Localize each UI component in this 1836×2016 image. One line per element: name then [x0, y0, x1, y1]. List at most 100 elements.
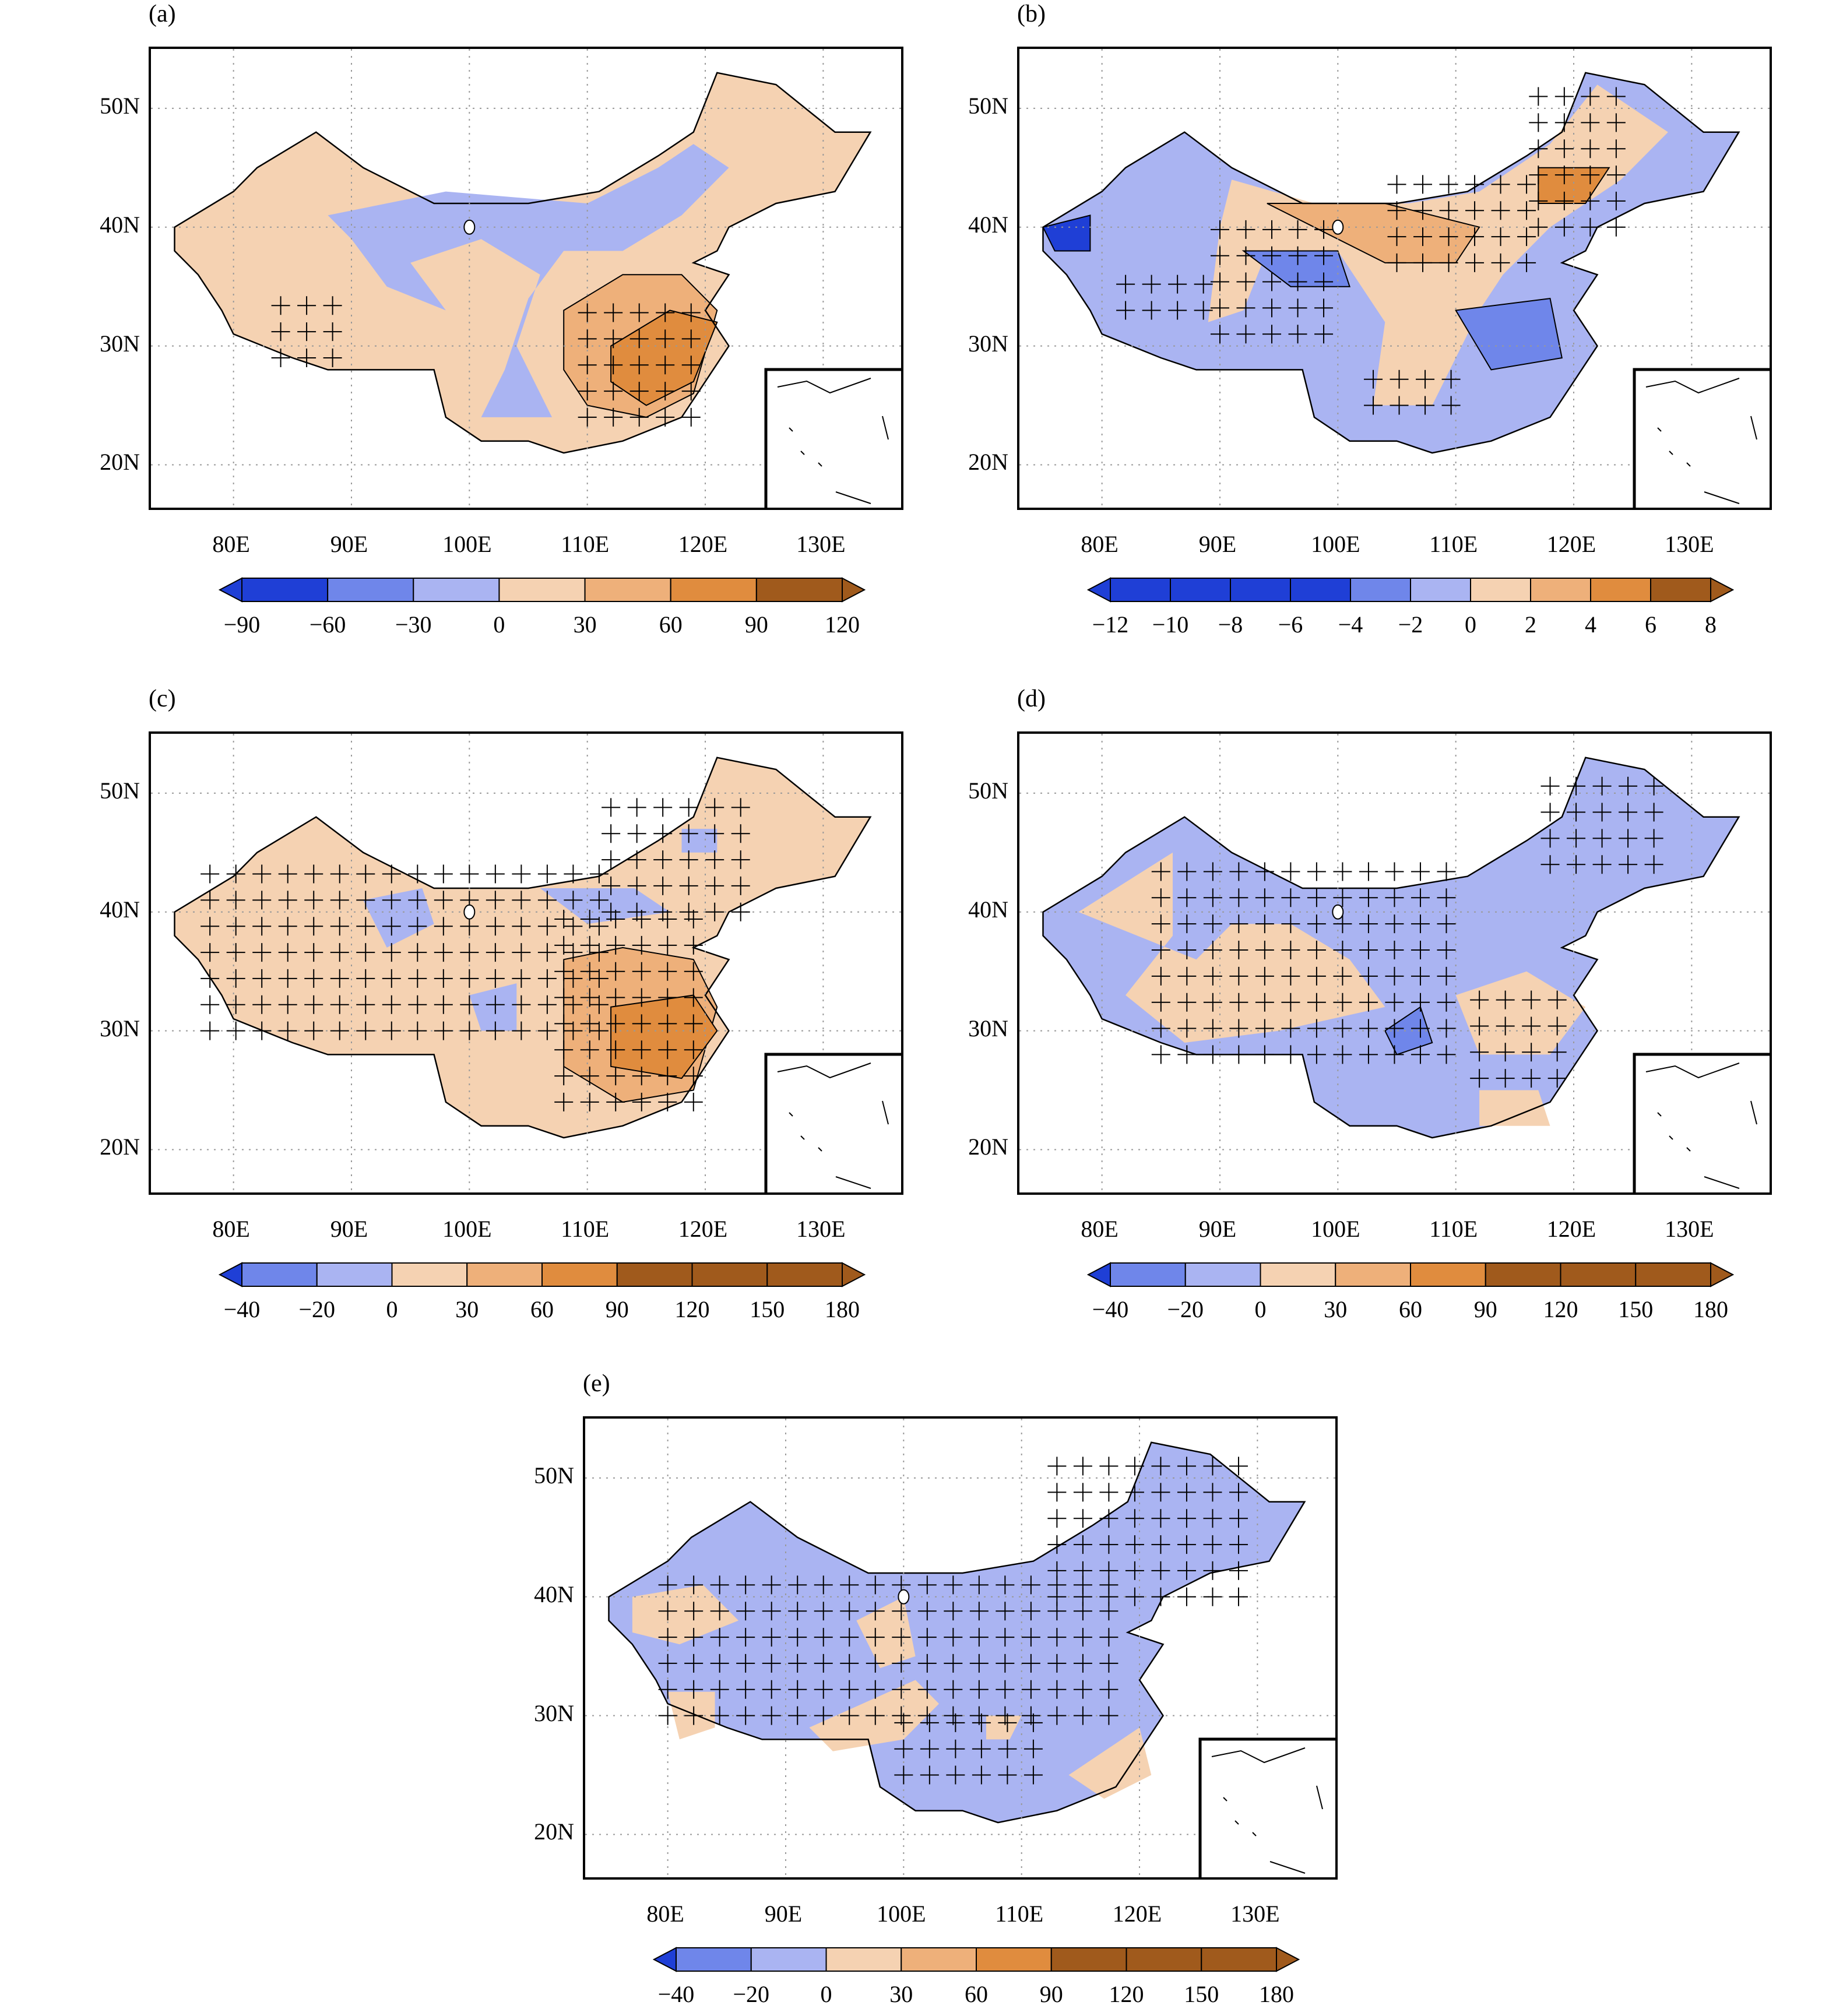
significance-cross — [684, 962, 703, 981]
significance-cross — [658, 1014, 677, 1033]
significance-cross — [944, 1653, 963, 1673]
longitude-label: 120E — [1546, 531, 1596, 557]
significance-cross — [679, 876, 698, 895]
significance-cross — [1385, 966, 1404, 986]
significance-cross — [1151, 1587, 1170, 1606]
significance-cross — [606, 1040, 625, 1060]
significance-cross — [1125, 1587, 1144, 1606]
significance-cross — [1416, 396, 1435, 415]
significance-cross — [330, 1021, 349, 1040]
significance-cross — [1023, 1713, 1043, 1732]
significance-cross — [606, 1067, 625, 1086]
significance-cross — [1116, 275, 1135, 294]
significance-cross — [201, 943, 220, 962]
significance-cross — [1592, 855, 1612, 874]
significance-cross — [1194, 301, 1213, 320]
significance-cross — [1073, 1653, 1092, 1673]
significance-cross — [1581, 191, 1600, 210]
country-outline — [1042, 72, 1740, 454]
significance-cross — [944, 1628, 963, 1647]
significance-cross — [1517, 201, 1536, 220]
significance-cross — [460, 943, 479, 962]
significance-cross — [629, 407, 649, 427]
significance-cross — [1177, 1561, 1196, 1580]
significance-cross — [762, 1653, 781, 1673]
map-panel — [149, 731, 903, 1195]
latitude-label: 40N — [100, 211, 140, 238]
longitude-label: 130E — [1230, 1901, 1280, 1927]
significance-cross — [434, 1021, 453, 1040]
colorbar-tick-label: −40 — [223, 1296, 261, 1322]
colorbar-segment — [825, 1947, 902, 1972]
colorbar-tick-label: 30 — [455, 1296, 479, 1322]
significance-cross — [1099, 1587, 1119, 1606]
colorbar-tick-label: 0 — [493, 611, 505, 638]
significance-cross — [1177, 941, 1197, 959]
significance-cross — [604, 407, 623, 427]
latitude-label: 40N — [100, 896, 140, 923]
panel-label: (a) — [149, 1, 176, 27]
significance-cross — [252, 917, 272, 936]
longitude-label: 110E — [1429, 1216, 1478, 1242]
significance-cross — [1385, 1019, 1404, 1038]
significance-cross — [1307, 941, 1326, 959]
significance-cross — [658, 1575, 677, 1595]
significance-cross — [201, 864, 220, 884]
significance-cross — [1517, 253, 1536, 272]
significance-cross — [1262, 298, 1282, 318]
significance-cross — [486, 917, 505, 936]
colorbar-tick-label: 90 — [605, 1296, 629, 1322]
significance-cross — [434, 969, 453, 988]
significance-cross — [1203, 1456, 1222, 1476]
significance-cross — [1307, 888, 1326, 907]
colorbar-segment — [1184, 1262, 1261, 1287]
significance-cross — [1592, 776, 1612, 796]
colorbar-segment — [1125, 1947, 1202, 1972]
colorbar-segment — [413, 578, 500, 602]
significance-cross — [201, 969, 220, 988]
significance-cross — [1411, 966, 1430, 986]
contour-zero-marker — [463, 219, 476, 235]
colorbar-tick-label: 60 — [530, 1296, 554, 1322]
significance-cross — [1281, 1045, 1300, 1064]
colorbar-segment — [1485, 1262, 1561, 1287]
significance-cross — [1229, 966, 1248, 986]
significance-cross — [705, 798, 724, 817]
significance-cross — [814, 1628, 833, 1647]
significance-cross — [1229, 914, 1248, 934]
colorbar-tick-label: −6 — [1278, 611, 1303, 638]
significance-cross — [1592, 829, 1612, 848]
significance-cross — [1151, 966, 1170, 986]
significance-cross — [1441, 370, 1461, 389]
map-panel — [583, 1416, 1338, 1880]
significance-cross — [1644, 803, 1663, 822]
significance-cross — [1023, 1765, 1043, 1785]
significance-cross — [731, 850, 750, 870]
colorbar-segment — [1290, 578, 1351, 602]
significance-cross — [1281, 914, 1300, 934]
colorbar-segment — [1590, 578, 1651, 602]
significance-cross — [1437, 888, 1456, 907]
significance-cross — [1099, 1483, 1119, 1502]
significance-cross — [1491, 201, 1510, 220]
significance-cross — [1229, 862, 1248, 881]
significance-cross — [969, 1706, 989, 1725]
significance-cross — [1606, 191, 1626, 210]
significance-cross — [894, 1713, 913, 1732]
significance-cross — [278, 917, 297, 936]
significance-cross — [840, 1602, 859, 1621]
significance-cross — [1255, 888, 1274, 907]
map-panel — [1017, 47, 1772, 510]
colorbar — [218, 1262, 866, 1290]
longitude-label: 120E — [1546, 1216, 1596, 1242]
anomaly-region — [609, 1442, 1305, 1823]
significance-cross — [1125, 1535, 1144, 1554]
colorbar-tick-label: −12 — [1092, 611, 1129, 638]
significance-cross — [710, 1680, 729, 1699]
significance-cross — [1073, 1706, 1092, 1725]
significance-cross — [1439, 175, 1458, 194]
significance-cross — [632, 935, 651, 955]
significance-cross — [1125, 1483, 1144, 1502]
significance-cross — [1229, 1483, 1248, 1502]
significance-cross — [656, 303, 675, 322]
